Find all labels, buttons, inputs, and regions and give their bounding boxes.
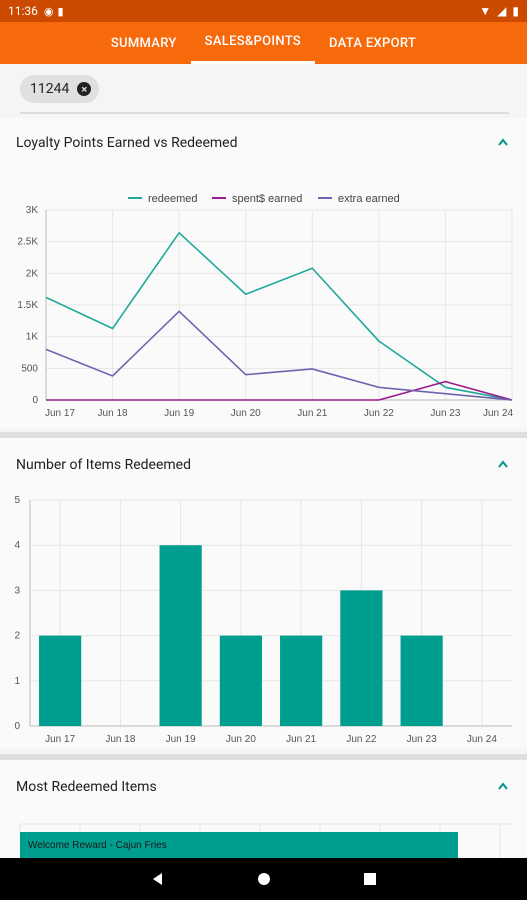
- bar: [280, 635, 323, 726]
- y-tick-label: 500: [21, 363, 38, 374]
- bar: [159, 545, 202, 726]
- tab-sales-points[interactable]: SALES&POINTS: [190, 22, 315, 64]
- bar: [39, 635, 82, 726]
- legend-label: extra earned: [338, 193, 400, 205]
- sd-card-icon: ▮: [57, 4, 64, 18]
- filter-chip-label: 11244: [30, 81, 70, 97]
- tab-data-export[interactable]: DATA EXPORT: [328, 35, 417, 51]
- legend-label: redeemed: [148, 193, 198, 205]
- y-tick-label: 2.5K: [17, 237, 38, 248]
- system-nav-bar: [0, 858, 527, 900]
- y-tick-label: 2: [14, 631, 20, 642]
- x-tick-label: Jun 23: [430, 408, 460, 419]
- x-tick-label: Jun 20: [231, 408, 261, 419]
- wifi-icon: ▼: [479, 4, 492, 18]
- bar: [20, 832, 458, 858]
- section-title: Number of Items Redeemed: [16, 457, 191, 473]
- legend-label: spent$ earned: [232, 193, 302, 205]
- main-content: 11244 × Loyalty Points Earned vs Redeeme…: [0, 64, 527, 858]
- y-tick-label: 5: [14, 495, 20, 506]
- series-line-extra-earned: [45, 310, 513, 401]
- tab-summary[interactable]: SUMMARY: [110, 35, 177, 51]
- x-tick-label: Jun 19: [166, 734, 196, 745]
- points-card: Loyalty Points Earned vs Redeemed 0 500 1K…: [0, 118, 527, 428]
- bar: [219, 635, 262, 726]
- x-tick-label: Jun 17: [45, 734, 75, 745]
- series-line-spent-earned: [46, 380, 513, 401]
- chevron-up-icon[interactable]: [497, 780, 509, 792]
- most-redeemed-card: Most Redeemed Items Welcome Reward - Caj…: [0, 760, 527, 858]
- y-tick-label: 1.5K: [17, 300, 38, 311]
- section-gap: [0, 754, 527, 760]
- section-title: Loyalty Points Earned vs Redeemed: [16, 135, 238, 151]
- filter-chip[interactable]: 11244 ×: [20, 75, 100, 103]
- section-title: Most Redeemed Items: [16, 779, 157, 795]
- x-tick-label: Jun 23: [407, 734, 437, 745]
- chevron-up-icon[interactable]: [497, 458, 509, 470]
- x-tick-label: Jun 22: [346, 734, 376, 745]
- home-icon[interactable]: [256, 871, 272, 887]
- status-bar: 11:36 ◉ ▮ ▼ ◢ ▮: [0, 0, 527, 22]
- x-tick-label: Jun 20: [226, 734, 256, 745]
- status-time: 11:36: [8, 4, 38, 18]
- y-tick-label: 0: [32, 395, 38, 406]
- y-tick-label: 1K: [26, 332, 39, 343]
- x-tick-label: Jun 21: [297, 408, 327, 419]
- x-tick-label: Jun 22: [364, 408, 394, 419]
- bar: [400, 635, 443, 726]
- x-tick-label: Jun 18: [105, 734, 135, 745]
- app-notification-icon: ◉: [43, 4, 54, 18]
- chevron-up-icon[interactable]: [497, 136, 509, 148]
- most-redeemed-bar-chart: Welcome Reward - Cajun Fries: [19, 823, 512, 858]
- items-bar-chart: 0 1 2 3 4 5 Jun 17 Jun 18 Jun 19 Jun 20 Jun 21 Jun …: [14, 495, 512, 745]
- recents-icon[interactable]: [362, 871, 378, 887]
- y-tick-label: 0: [14, 721, 20, 732]
- back-icon[interactable]: [150, 871, 166, 887]
- divider: [20, 112, 509, 114]
- points-line-chart: 0 500 1K 1.5K 2K 2.5K 3K Jun 17 Jun 18 Jun 19 Jun …: [17, 193, 513, 419]
- bar-label: Welcome Reward - Cajun Fries: [28, 840, 167, 851]
- y-tick-label: 3K: [26, 205, 39, 216]
- x-tick-label: Jun 21: [286, 734, 316, 745]
- y-tick-label: 1: [14, 676, 20, 687]
- x-tick-label: Jun 18: [98, 408, 128, 419]
- top-tab-bar: SUMMARY SALES&POINTS DATA EXPORT: [0, 22, 527, 64]
- y-tick-label: 3: [14, 585, 20, 596]
- signal-icon: ◢: [497, 4, 507, 18]
- x-tick-label: Jun 17: [45, 408, 75, 419]
- x-tick-label: Jun 24: [467, 734, 497, 745]
- items-card: Number of Items Redeemed 0 1 2 3 4 5 Jun 17 Jun…: [0, 438, 527, 748]
- y-tick-label: 4: [14, 540, 20, 551]
- x-tick-label: Jun 19: [164, 408, 194, 419]
- close-icon[interactable]: ×: [77, 82, 92, 96]
- x-tick-label: Jun 24: [483, 408, 513, 419]
- bar: [340, 590, 383, 726]
- battery-icon: ▮: [512, 4, 519, 18]
- y-tick-label: 2K: [26, 268, 39, 279]
- series-line-redeemed: [45, 231, 513, 401]
- section-gap: [0, 432, 527, 438]
